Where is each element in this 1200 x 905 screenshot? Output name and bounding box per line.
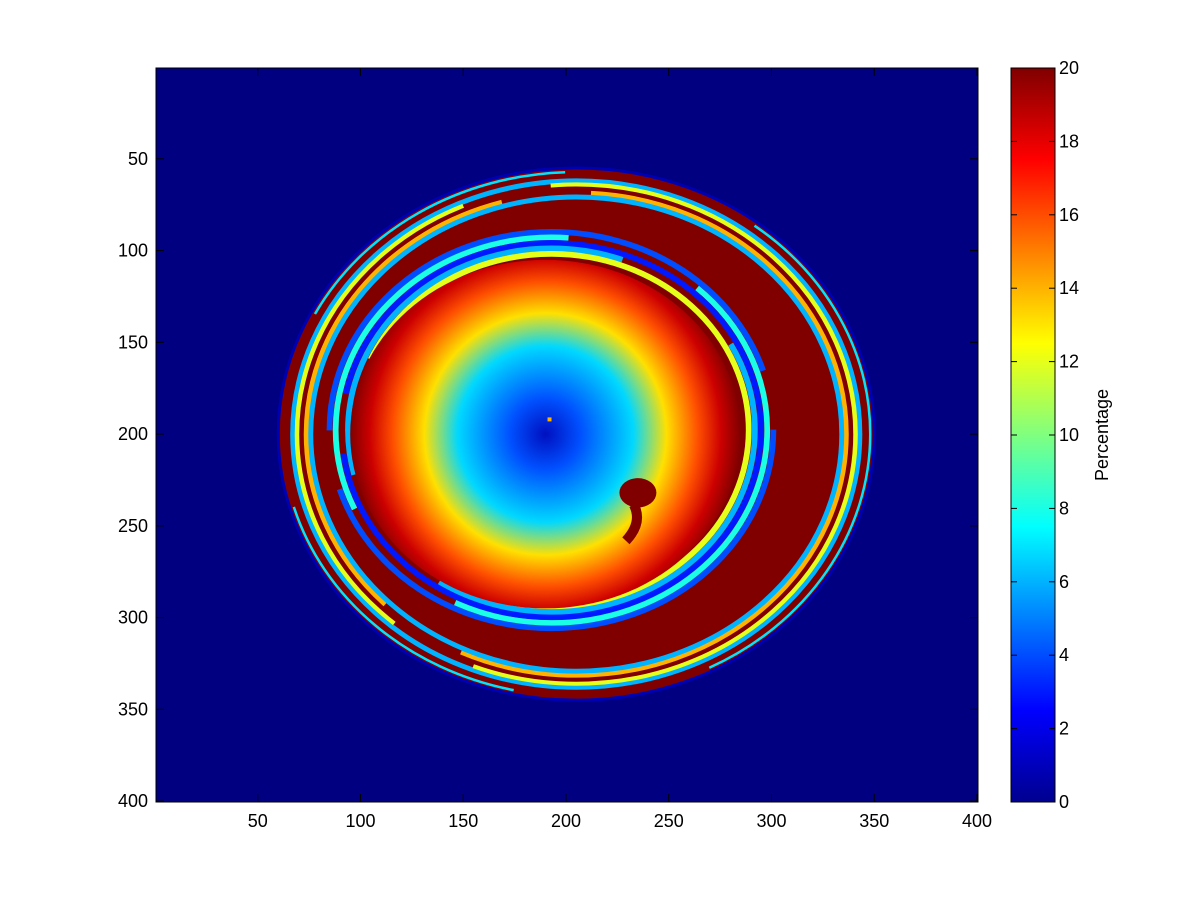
inner-ring-band <box>338 240 764 621</box>
notch-tail <box>622 502 642 545</box>
colorbar-tick-label: 2 <box>1059 719 1069 739</box>
colorbar-axis: 0 2 4 6 8 10 12 14 16 18 20 <box>1011 58 1079 812</box>
x-tick-label: 300 <box>756 811 786 831</box>
colorbar-tick-label: 18 <box>1059 131 1079 151</box>
colorbar-tick-label: 4 <box>1059 645 1069 665</box>
x-tick-label: 50 <box>248 811 268 831</box>
y-tick-label: 300 <box>118 608 148 628</box>
x-tick-label: 350 <box>859 811 889 831</box>
x-axis: 50 100 150 200 250 300 350 400 <box>248 68 992 831</box>
x-tick-label: 200 <box>551 811 581 831</box>
colorbar-tick-label: 8 <box>1059 498 1069 518</box>
colorbar-tick-label: 6 <box>1059 572 1069 592</box>
inner-ring-band <box>326 229 777 632</box>
y-tick-label: 100 <box>118 241 148 261</box>
outer-ring-band <box>303 190 849 678</box>
colorbar-tick-label: 10 <box>1059 425 1079 445</box>
outer-ring-band <box>294 182 858 686</box>
y-tick-label: 200 <box>118 424 148 444</box>
y-tick-label: 350 <box>118 699 148 719</box>
notch <box>619 478 657 508</box>
colorbar <box>1010 67 1056 803</box>
inner-ring-band <box>332 234 771 626</box>
spiral-core <box>350 259 741 609</box>
outer-ring-band <box>290 178 863 690</box>
disk-edge-inner <box>281 170 872 698</box>
y-axis: 50 100 150 200 250 300 350 400 <box>118 149 978 811</box>
outer-ring-band <box>299 186 854 682</box>
y-tick-label: 150 <box>118 332 148 352</box>
y-tick-label: 250 <box>118 516 148 536</box>
x-tick-label: 250 <box>654 811 684 831</box>
colorbar-tick-label: 12 <box>1059 352 1079 372</box>
outer-ring-band <box>308 194 845 674</box>
x-tick-label: 150 <box>448 811 478 831</box>
colorbar-tick-label: 20 <box>1059 58 1079 78</box>
bright-spot <box>547 417 552 422</box>
plot-frame <box>155 67 979 803</box>
x-tick-label: 100 <box>345 811 375 831</box>
inner-ring-band <box>345 245 758 615</box>
colorbar-label: Percentage <box>1092 389 1112 481</box>
y-tick-label: 50 <box>128 149 148 169</box>
x-tick-label: 400 <box>962 811 992 831</box>
colorbar-tick-label: 0 <box>1059 792 1069 812</box>
y-tick-label: 400 <box>118 791 148 811</box>
disk-edge <box>276 166 876 702</box>
colorbar-tick-label: 16 <box>1059 205 1079 225</box>
colorbar-tick-label: 14 <box>1059 278 1079 298</box>
